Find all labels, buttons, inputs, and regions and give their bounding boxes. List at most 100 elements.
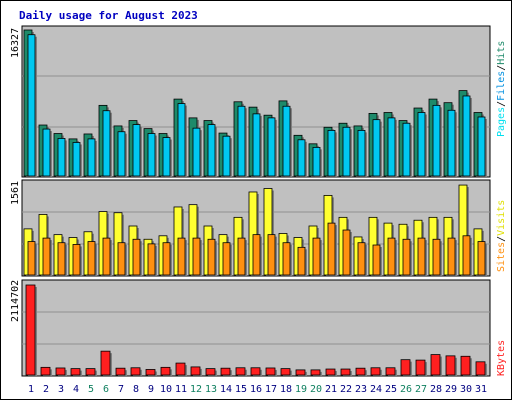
day-label-24: 24 xyxy=(370,384,382,395)
bar-kbytes-13 xyxy=(205,368,216,376)
day-label-17: 17 xyxy=(265,384,277,395)
bar-files-31 xyxy=(477,116,486,177)
bar-kbytes-15 xyxy=(235,367,246,376)
day-label-15: 15 xyxy=(235,384,247,395)
bar-sites-20 xyxy=(312,237,321,276)
bar-sites-21 xyxy=(327,222,336,276)
day-label-28: 28 xyxy=(430,384,442,395)
bar-kbytes-16 xyxy=(250,367,261,376)
y-max-label-kbytes: 2114702 xyxy=(10,280,21,322)
day-label-8: 8 xyxy=(133,384,139,395)
day-label-3: 3 xyxy=(58,384,64,395)
legend-sites: Sites xyxy=(496,242,507,272)
bar-sites-14 xyxy=(222,242,231,276)
day-label-6: 6 xyxy=(103,384,109,395)
bar-kbytes-14 xyxy=(220,367,231,376)
bar-sites-18 xyxy=(282,242,291,276)
bar-sites-3 xyxy=(57,242,66,276)
bar-sites-10 xyxy=(162,242,171,276)
day-label-7: 7 xyxy=(118,384,124,395)
day-label-10: 10 xyxy=(160,384,172,395)
day-label-27: 27 xyxy=(415,384,427,395)
y-max-label-visits: 1561 xyxy=(10,181,21,205)
bar-files-26 xyxy=(402,122,411,177)
legend-top: Pages/Files/Hits xyxy=(496,41,507,137)
bar-files-25 xyxy=(387,117,396,177)
bar-sites-9 xyxy=(147,243,156,276)
bar-files-7 xyxy=(117,131,126,177)
bar-files-1 xyxy=(27,34,36,177)
bar-files-4 xyxy=(72,142,81,177)
bar-sites-23 xyxy=(357,242,366,276)
day-label-22: 22 xyxy=(340,384,352,395)
bar-kbytes-7 xyxy=(115,367,126,376)
bar-kbytes-28 xyxy=(430,354,441,376)
day-label-2: 2 xyxy=(43,384,49,395)
day-label-31: 31 xyxy=(475,384,487,395)
bar-sites-11 xyxy=(177,237,186,276)
bar-kbytes-26 xyxy=(400,359,411,376)
bar-sites-7 xyxy=(117,242,126,276)
day-label-16: 16 xyxy=(250,384,262,395)
bar-kbytes-8 xyxy=(130,367,141,376)
bar-sites-29 xyxy=(447,237,456,276)
bar-files-30 xyxy=(462,95,471,177)
bar-sites-19 xyxy=(297,246,306,276)
day-label-25: 25 xyxy=(385,384,397,395)
bar-kbytes-1 xyxy=(25,284,36,376)
day-label-18: 18 xyxy=(280,384,292,395)
day-label-23: 23 xyxy=(355,384,367,395)
bar-files-28 xyxy=(432,104,441,177)
bar-sites-6 xyxy=(102,237,111,276)
bar-files-10 xyxy=(162,137,171,177)
legend-kbytes: KBytes xyxy=(496,340,507,376)
bar-sites-1 xyxy=(27,241,36,276)
bar-kbytes-21 xyxy=(325,368,336,376)
bar-kbytes-29 xyxy=(445,355,456,376)
bars-hits-files-pages xyxy=(23,29,487,179)
day-label-12: 12 xyxy=(190,384,202,395)
bar-kbytes-25 xyxy=(385,367,396,376)
day-label-19: 19 xyxy=(295,384,307,395)
day-label-21: 21 xyxy=(325,384,337,395)
legend-sep-2: / xyxy=(496,65,507,71)
bar-files-24 xyxy=(372,119,381,177)
bar-files-15 xyxy=(237,105,246,177)
bar-files-16 xyxy=(252,113,261,177)
bar-sites-5 xyxy=(87,241,96,276)
bar-files-3 xyxy=(57,138,66,177)
bar-sites-15 xyxy=(237,237,246,276)
bars-kbytes xyxy=(25,284,487,377)
bar-kbytes-9 xyxy=(145,369,156,376)
y-max-label-hits: 16327 xyxy=(10,28,21,58)
bar-files-22 xyxy=(342,126,351,177)
legend-sep-1: / xyxy=(496,101,507,107)
bar-kbytes-24 xyxy=(370,367,381,376)
bar-files-19 xyxy=(297,139,306,177)
bar-sites-4 xyxy=(72,244,81,276)
day-label-13: 13 xyxy=(205,384,217,395)
bar-kbytes-22 xyxy=(340,368,351,376)
bar-sites-17 xyxy=(267,234,276,276)
bar-files-14 xyxy=(222,135,231,177)
bar-kbytes-19 xyxy=(295,369,306,376)
bar-kbytes-4 xyxy=(70,368,81,376)
bar-files-27 xyxy=(417,112,426,177)
day-label-11: 11 xyxy=(175,384,187,395)
bar-kbytes-11 xyxy=(175,362,186,376)
bar-sites-27 xyxy=(417,237,426,276)
day-label-14: 14 xyxy=(220,384,232,395)
bar-files-13 xyxy=(207,124,216,177)
legend-hits: Hits xyxy=(496,41,507,65)
bar-kbytes-23 xyxy=(355,367,366,376)
bar-sites-31 xyxy=(477,241,486,276)
bar-kbytes-10 xyxy=(160,366,171,376)
day-label-20: 20 xyxy=(310,384,322,395)
bar-files-8 xyxy=(132,124,141,177)
day-label-9: 9 xyxy=(148,384,154,395)
bars-sites-visits xyxy=(23,184,487,277)
bar-files-17 xyxy=(267,117,276,177)
bar-files-29 xyxy=(447,109,456,177)
bar-files-2 xyxy=(42,128,51,177)
bar-kbytes-12 xyxy=(190,366,201,376)
